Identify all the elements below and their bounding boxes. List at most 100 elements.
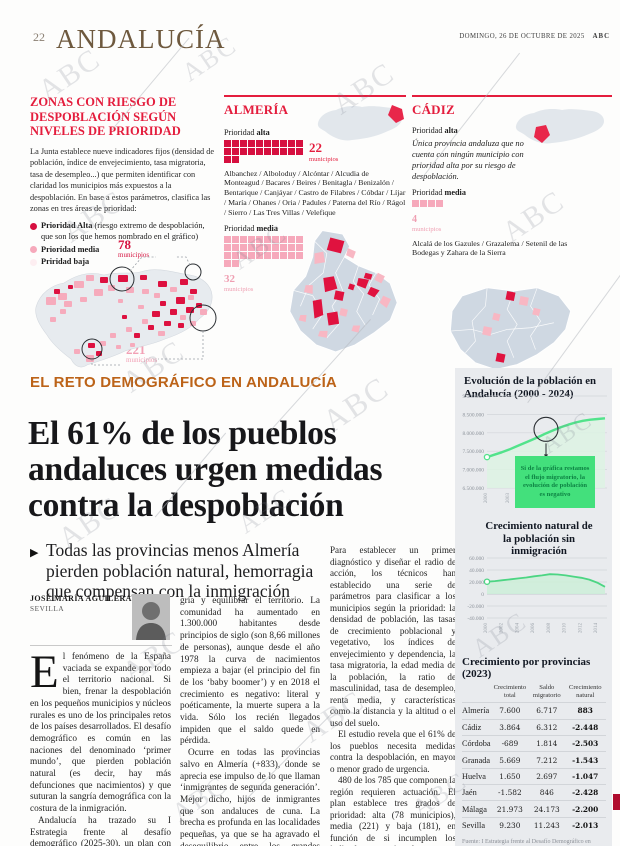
province-value: 9.230	[490, 816, 530, 834]
waffle-square	[280, 235, 287, 243]
andalucia-priority-map	[35, 256, 217, 368]
col-header-total: Crecimiento total	[493, 684, 527, 699]
svg-text:2004: 2004	[515, 623, 520, 634]
province-value: -1.047	[564, 767, 606, 785]
natural-growth-chart-title: Crecimiento natural de la población sin …	[485, 520, 593, 557]
svg-text:40.000: 40.000	[469, 568, 484, 574]
page-number: 22	[33, 30, 45, 44]
waffle-square	[232, 235, 239, 243]
cadiz-locator-map	[515, 109, 604, 144]
province-name: Cádiz	[462, 718, 491, 736]
author-city: SEVILLA	[30, 605, 65, 613]
province-growth-table: Crecimiento total Saldo migratorio Creci…	[462, 684, 606, 834]
waffle-square	[296, 235, 303, 243]
article-headline: El 61% de los pueblos andaluces urgen me…	[28, 415, 383, 525]
svg-text:6.500.000: 6.500.000	[462, 486, 484, 492]
priority-high-dot	[30, 222, 37, 230]
waffle-square	[280, 148, 287, 155]
alta-municipality-list: Albanchez / Alboloduy / Alcóntar / Alcud…	[224, 168, 406, 217]
page-edge-mark	[613, 794, 620, 810]
waffle-square	[280, 140, 287, 147]
waffle-square	[224, 251, 231, 259]
province-name: Huelva	[462, 767, 491, 785]
waffle-square	[296, 251, 303, 259]
waffle-square	[232, 156, 239, 163]
almeria-locator-map	[317, 105, 404, 141]
table-row: Almería 7.600 6.717 883	[462, 702, 606, 720]
province-value: 7.212	[529, 751, 565, 769]
waffle-square	[412, 200, 419, 207]
waffle-square	[224, 156, 231, 163]
alta-patches	[495, 291, 516, 363]
waffle-square	[256, 235, 263, 243]
body-column-3: Para establecer un primer diagnóstico y …	[330, 545, 456, 846]
zones-title: ZONAS CON RIESGO DE DESPOBLACIÓN SEGÚN N…	[30, 95, 181, 138]
alta-waffle-grid	[224, 140, 303, 163]
svg-text:8.500.000: 8.500.000	[462, 412, 484, 418]
waffle-square	[272, 148, 279, 155]
zones-body: La Junta establece nueve indicadores fij…	[30, 146, 215, 214]
priority-media-label: Prioridad media	[224, 223, 278, 233]
province-value: 11.243	[529, 816, 565, 834]
waffle-square	[248, 148, 255, 155]
article-kicker: EL RETO DEMOGRÁFICO EN ANDALUCÍA	[30, 374, 337, 391]
subhead-arrow-icon: ▶	[30, 547, 39, 559]
province-table-title: Crecimiento por provincias (2023)	[462, 656, 591, 680]
cadiz-title: CÁDIZ	[412, 102, 455, 117]
waffle-square	[224, 148, 231, 155]
author-photo	[132, 594, 170, 640]
waffle-square	[248, 251, 255, 259]
priority-alta-label: Prioridad alta	[412, 126, 458, 135]
legend-label: Prioridad media	[41, 244, 100, 254]
priority-low-dot	[30, 258, 37, 266]
media-count: 4 municipios	[412, 214, 442, 233]
alta-patches	[312, 237, 380, 326]
byline-block: JOSÉ MARÍA AGUILERA SEVILLA	[30, 594, 172, 646]
author-name: JOSÉ MARÍA AGUILERA	[30, 594, 132, 603]
province-name: Almería	[462, 702, 491, 720]
waffle-square	[232, 140, 239, 147]
svg-text:2014: 2014	[594, 623, 599, 634]
waffle-square	[264, 148, 271, 155]
waffle-square	[232, 251, 239, 259]
callout-connectors	[91, 256, 204, 366]
waffle-square	[256, 148, 263, 155]
source-note: Fuente: I Estrategia frente al Desafío D…	[462, 839, 591, 846]
waffle-square	[232, 259, 239, 267]
table-row: Cádiz 3.864 6.312 -2.448	[462, 718, 606, 736]
svg-text:7.000.000: 7.000.000	[462, 468, 484, 474]
province-value: 2.697	[529, 767, 565, 785]
svg-text:2002: 2002	[500, 623, 505, 634]
waffle-square	[224, 243, 231, 251]
waffle-square	[288, 140, 295, 147]
svg-text:2012: 2012	[578, 623, 583, 634]
svg-text:2010: 2010	[563, 623, 568, 634]
brand-logo: ABC	[592, 33, 610, 40]
zones-panel: ZONAS CON RIESGO DE DESPOBLACIÓN SEGÚN N…	[30, 95, 218, 372]
waffle-square	[264, 251, 271, 259]
almeria-panel: ALMERÍA Prioridad alta 22 municipios Alb…	[224, 95, 406, 372]
chart-annotation-tooltip: Si de la gráfica restamos el flujo migra…	[515, 456, 595, 509]
svg-text:7.500.000: 7.500.000	[462, 449, 484, 455]
waffle-square	[272, 251, 279, 259]
province-value: 3.864	[490, 718, 530, 736]
province-table-block: Crecimiento por provincias (2023) Crecim…	[462, 656, 606, 846]
municipality-borders	[450, 287, 554, 358]
svg-text:0: 0	[481, 592, 484, 598]
col-header-province	[462, 684, 491, 703]
waffle-square	[224, 259, 231, 267]
priority-media-label: Prioridad media	[412, 188, 466, 197]
waffle-square	[232, 148, 239, 155]
waffle-square	[248, 235, 255, 243]
legend-item-baja: Priridad baja	[30, 257, 218, 268]
province-value: 846	[529, 784, 565, 801]
waffle-square	[420, 200, 427, 207]
waffle-square	[288, 251, 295, 259]
panel-rule	[224, 95, 406, 97]
province-value: -689	[490, 734, 530, 752]
media-count: 32 municipios	[224, 272, 254, 293]
waffle-square	[264, 243, 271, 251]
